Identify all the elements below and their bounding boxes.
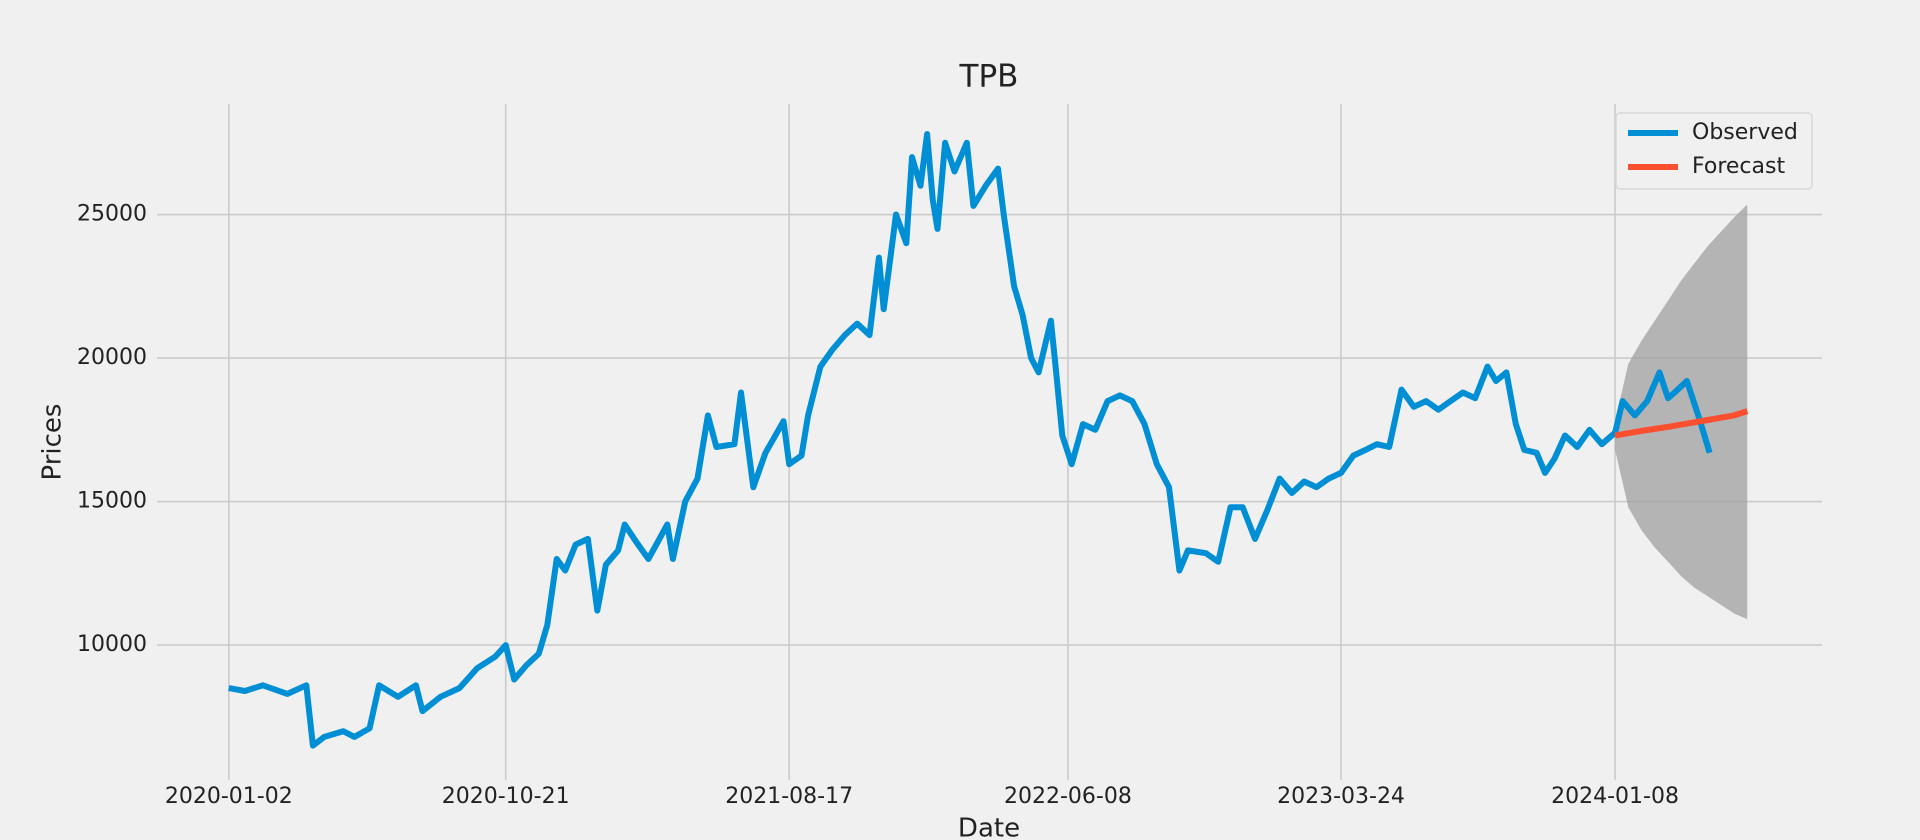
- x-tick-label: 2020-10-21: [442, 784, 570, 809]
- y-tick-label: 15000: [77, 489, 147, 514]
- chart-title: TPB: [959, 59, 1019, 95]
- x-axis-label: Date: [958, 814, 1020, 840]
- legend: Observed Forecast: [1615, 112, 1813, 190]
- y-tick-label: 25000: [77, 202, 147, 227]
- series-line: [1614, 408, 1749, 439]
- y-tick-label: 20000: [77, 345, 147, 370]
- x-tick-label: 2021-08-17: [725, 784, 853, 809]
- legend-label: Forecast: [1692, 154, 1785, 179]
- series-line: [228, 131, 1713, 749]
- x-tick-label: 2024-01-08: [1551, 784, 1679, 809]
- y-tick-label: 10000: [77, 632, 147, 657]
- x-tick-label: 2022-06-08: [1004, 784, 1132, 809]
- x-tick-label: 2023-03-24: [1277, 784, 1405, 809]
- legend-label: Observed: [1692, 120, 1798, 145]
- confidence-band: [1615, 204, 1748, 620]
- y-axis-label: Prices: [38, 404, 68, 481]
- grid: [157, 104, 1822, 780]
- x-tick-label: 2020-01-02: [165, 784, 293, 809]
